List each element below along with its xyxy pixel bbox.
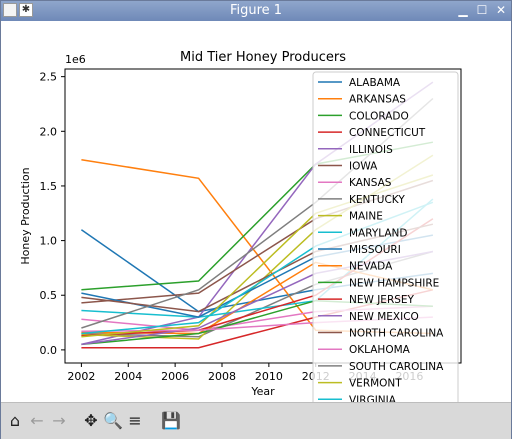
save-button[interactable]: 💾 (161, 411, 181, 430)
chart-svg: Mid Tier Honey Producers 2002 2004 2006 2008… (19, 50, 462, 413)
legend-label: MARYLAND (349, 227, 408, 239)
legend-label: OKLAHOMA (349, 344, 411, 356)
legend-label: MISSOURI (349, 244, 401, 256)
legend-label: COLORADO (349, 110, 409, 122)
legend-label: NEVADA (349, 261, 393, 273)
legend-label: CONNECTICUT (349, 127, 426, 139)
x-tick-label: 2008 (208, 370, 236, 383)
zoom-button[interactable]: 🔍 (103, 411, 123, 430)
maximize-icon[interactable]: ☐ (476, 3, 488, 17)
legend-label: KENTUCKY (349, 194, 405, 206)
legend-label: SOUTH CAROLINA (349, 361, 444, 373)
chart-title: Mid Tier Honey Producers (180, 50, 346, 65)
y-axis-label: Honey Production (19, 167, 32, 264)
legend-label: NEW JERSEY (349, 294, 415, 306)
x-axis-label: Year (250, 385, 275, 398)
y-tick-label: 0.5 (40, 289, 58, 302)
y-tick-label: 2.0 (40, 125, 58, 138)
x-tick-label: 2006 (161, 370, 189, 383)
y-offset-text: 1e6 (65, 53, 86, 66)
navigation-toolbar: ⌂ ← → ✥ 🔍 ≡ 💾 (1, 402, 511, 439)
legend-label: NORTH CAROLINA (349, 328, 444, 340)
y-tick-label: 2.5 (40, 71, 58, 84)
legend-label: VERMONT (349, 378, 402, 390)
legend-label: NEW MEXICO (349, 311, 419, 323)
minimize-icon[interactable]: ▁ (458, 3, 468, 17)
y-tick-label: 1.0 (40, 235, 58, 248)
x-tick-label: 2002 (67, 370, 95, 383)
x-tick-label: 2010 (255, 370, 283, 383)
window-menu-icon[interactable] (3, 3, 17, 17)
legend-label: ALABAMA (349, 77, 401, 89)
x-tick-label: 2004 (114, 370, 142, 383)
legend-label: IOWA (349, 161, 378, 173)
close-icon[interactable]: ✕ (495, 3, 507, 17)
pan-button[interactable]: ✥ (84, 411, 98, 430)
title-bar[interactable]: ✱ Figure 1 ▁ ☐ ✕ (1, 1, 511, 21)
configure-subplots-button[interactable]: ≡ (128, 411, 142, 430)
matplotlib-icon: ✱ (19, 3, 33, 17)
legend-label: VIRGINIA (349, 394, 397, 402)
window-title: Figure 1 (229, 3, 283, 18)
y-tick-label: 0.0 (40, 344, 58, 357)
figure-canvas[interactable]: Mid Tier Honey Producers 2002 2004 2006 2008… (1, 21, 511, 413)
home-button[interactable]: ⌂ (9, 411, 21, 430)
legend-label: MAINE (349, 211, 383, 223)
legend-label: NEW HAMPSHIRE (349, 277, 439, 289)
y-tick-label: 1.5 (40, 180, 58, 193)
legend-label: ILLINOIS (349, 144, 393, 156)
legend-label: KANSAS (349, 177, 392, 189)
back-button[interactable]: ← (30, 411, 44, 430)
forward-button[interactable]: → (52, 411, 66, 430)
legend-label: ARKANSAS (349, 94, 406, 106)
